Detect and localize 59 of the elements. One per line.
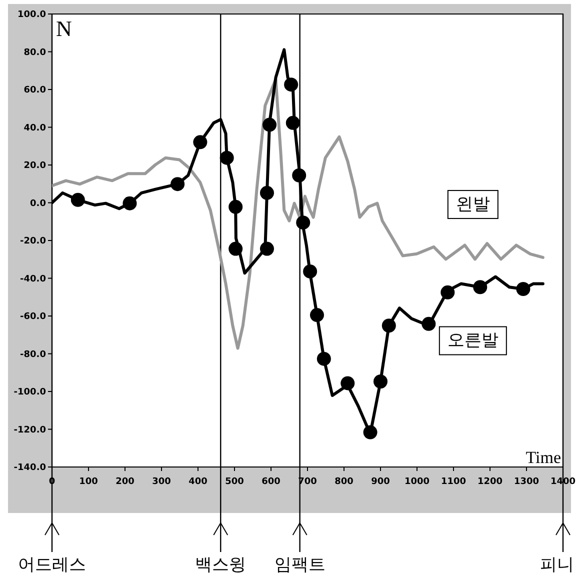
y-tick-label: 40.0 — [24, 123, 46, 134]
point — [262, 118, 277, 132]
x-tick-label: 1200 — [477, 477, 503, 487]
x-tick-label: 500 — [225, 477, 244, 487]
point — [422, 316, 436, 331]
x-tick-label: 200 — [116, 477, 134, 487]
y-tick-label: -20.0 — [20, 236, 46, 246]
y-tick-label: 20.0 — [24, 161, 46, 171]
point — [296, 216, 310, 230]
y-tick-label: -80.0 — [20, 350, 46, 360]
x-tick-label: 300 — [152, 477, 171, 487]
point — [363, 425, 378, 440]
point — [228, 200, 243, 214]
point — [516, 282, 530, 296]
point — [340, 376, 355, 390]
point — [228, 242, 243, 256]
point — [316, 352, 331, 366]
y-tick-label: -40.0 — [20, 274, 46, 284]
ref-line-label: 백스윙 — [195, 555, 246, 575]
y-tick-label: 0.0 — [30, 198, 46, 209]
point — [440, 285, 455, 300]
y-tick-label: 80.0 — [24, 48, 46, 58]
x-tick-label: 800 — [334, 477, 354, 487]
point — [303, 264, 318, 278]
x-tick-label: 1000 — [404, 477, 430, 487]
point — [473, 280, 488, 294]
line-series — [52, 78, 544, 350]
x-tick-label: 400 — [188, 477, 208, 487]
x-tick-label: 600 — [262, 477, 280, 487]
point — [193, 135, 208, 150]
x-tick-label: 1100 — [440, 477, 466, 487]
y-tick-label: -120.0 — [14, 425, 46, 436]
point — [374, 374, 388, 388]
point — [286, 116, 300, 130]
y-tick-label: 60.0 — [24, 86, 46, 96]
point — [310, 308, 324, 322]
point — [220, 150, 234, 165]
series-label: 오른발 — [447, 330, 498, 351]
point — [260, 242, 274, 256]
y-tick-label: -60.0 — [20, 312, 46, 322]
point — [260, 186, 274, 200]
point — [292, 168, 306, 182]
x-tick-label: 1300 — [514, 477, 540, 487]
y-tick-label: 100.0 — [18, 10, 46, 20]
x-tick-label: 900 — [371, 477, 390, 487]
y-axis-title: N — [56, 16, 72, 41]
point — [70, 192, 85, 207]
y-tick-label: -100.0 — [14, 388, 46, 398]
x-tick-label: 100 — [79, 477, 98, 487]
y-tick-label: -140.0 — [14, 463, 46, 473]
series-label: 왼발 — [456, 194, 490, 214]
ref-line-label: 어드레스 — [18, 555, 86, 575]
ref-line-label: 피니 — [540, 555, 574, 575]
x-axis-title: Time — [526, 448, 561, 467]
point — [284, 78, 298, 92]
point — [170, 177, 185, 192]
ref-line-label: 임팩트 — [274, 555, 326, 575]
point — [122, 196, 137, 210]
point — [382, 318, 396, 333]
